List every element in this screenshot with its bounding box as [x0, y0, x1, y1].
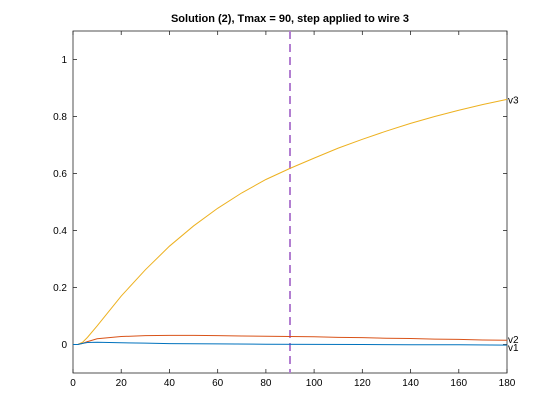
x-tick-label: 140	[402, 378, 419, 389]
series-label-v3: v3	[508, 95, 519, 106]
x-tick-label: 120	[354, 378, 371, 389]
series-label-v2: v2	[508, 335, 519, 346]
y-tick-label: 0.8	[53, 112, 67, 123]
y-tick-label: 0.2	[53, 283, 67, 294]
y-tick-label: 0.4	[53, 226, 67, 237]
x-tick-label: 60	[212, 378, 224, 389]
y-tick-label: 0.6	[53, 169, 67, 180]
series-group	[73, 98, 508, 346]
x-tick-label: 160	[450, 378, 467, 389]
x-tick-label: 100	[306, 378, 323, 389]
series-line-v2	[73, 334, 508, 345]
x-tick-label: 20	[116, 378, 128, 389]
series-label-v1: v1	[508, 343, 519, 354]
x-tick-label: 80	[260, 378, 272, 389]
x-tick-label: 40	[164, 378, 176, 389]
y-tick-label: 1	[61, 55, 67, 66]
x-tick-label: 0	[70, 378, 76, 389]
series-line-v1	[73, 341, 508, 346]
axis-ticks: 0 20 40 60 80 100 120 140 160 180 0 0.2 0.4 0.6 0.8 1	[53, 31, 516, 389]
series-line-v3	[73, 98, 508, 345]
y-tick-label: 0	[61, 340, 67, 351]
chart-title: Solution (2), Tmax = 90, step applied to…	[171, 13, 409, 25]
x-tick-label: 180	[499, 378, 516, 389]
